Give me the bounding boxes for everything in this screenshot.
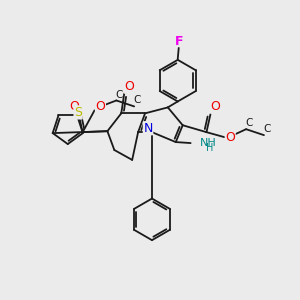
Text: O: O — [69, 100, 79, 113]
Text: C: C — [116, 89, 123, 100]
Text: O: O — [124, 80, 134, 93]
Text: O: O — [95, 100, 105, 113]
Text: O: O — [225, 130, 235, 144]
Text: F: F — [175, 34, 183, 47]
Text: C: C — [134, 95, 141, 106]
Text: NH: NH — [200, 138, 216, 148]
Text: S: S — [74, 106, 82, 119]
Text: H: H — [206, 143, 213, 153]
Text: N: N — [143, 122, 153, 135]
Text: C: C — [263, 124, 271, 134]
Text: C: C — [245, 118, 253, 128]
Text: O: O — [211, 100, 220, 113]
